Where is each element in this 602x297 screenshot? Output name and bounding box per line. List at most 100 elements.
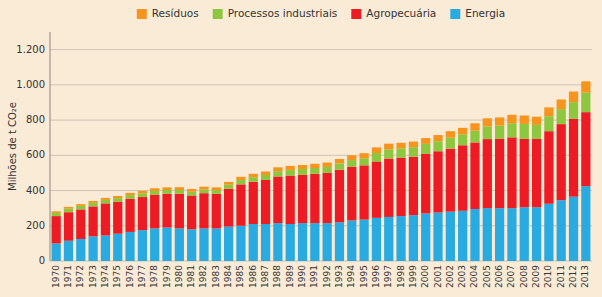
x-tick-label: 1999 [408,265,418,288]
bar-segment [175,228,184,261]
bar-segment [52,243,61,261]
bar-segment [224,182,233,185]
bar-segment [569,119,578,197]
y-tick-label: 600 [26,149,45,160]
bar-segment [212,187,221,190]
bar-segment [396,143,405,149]
bar-segment [52,213,61,216]
bar-segment [581,93,590,112]
bar-segment [101,198,110,200]
bar-segment [52,211,61,213]
bar-segment [113,202,122,234]
bar-segment [162,228,171,261]
bar-segment [557,124,566,200]
bar-segment [409,215,418,261]
bar-segment [138,230,147,261]
bar-segment [310,223,319,261]
y-tick-label: 1.200 [16,44,45,55]
y-axis: 02004006008001.0001.200 [16,32,50,266]
bar-segment [187,229,196,261]
bar-segment [569,92,578,103]
legend-item: Energia [450,7,505,19]
x-tick-label: 2004 [469,265,479,288]
x-tick-label: 2001 [433,265,443,288]
bar-segment [581,81,590,92]
x-tick-label: 2003 [457,265,467,288]
bar-segment [532,207,541,261]
bar-segment [187,189,196,192]
legend-swatch [137,9,147,19]
bar-segment [335,222,344,261]
x-tick-label: 1982 [198,265,208,288]
bar-segment [298,165,307,169]
bar-segment [52,216,61,243]
x-tick-label: 1997 [383,265,393,288]
legend-swatch [351,9,361,19]
background [0,0,602,297]
legend-label: Resíduos [152,7,199,19]
bar-segment [88,206,97,236]
bar-segment [495,139,504,208]
x-tick-label: 2008 [519,265,529,288]
bar-segment [125,195,134,199]
bar-segment [199,187,208,190]
grid [50,50,592,261]
x-tick-label: 2006 [494,265,504,288]
bar-segment [520,139,529,207]
bar-segment [150,191,159,195]
bar-segment [446,212,455,261]
bar-segment [569,197,578,261]
bar-segment [384,144,393,150]
bar-segment [495,208,504,261]
bar-segment [396,148,405,157]
bar-segment [557,109,566,124]
bar-segment [557,99,566,109]
bar-segment [261,172,270,176]
bar-segment [162,187,171,190]
bar-segment [64,241,73,261]
bar-segment [249,182,258,224]
bar-segment [520,207,529,261]
x-tick-label: 2002 [445,265,455,288]
bar-segment [347,167,356,221]
legend-item: Processos industriais [213,7,338,19]
bar-segment [323,223,332,261]
bar-segment [544,204,553,261]
x-tick-label: 1987 [260,265,270,288]
y-tick-label: 400 [26,185,45,196]
bar-segment [532,117,541,125]
x-axis: 1970197119721973197419751976197719781979… [51,265,591,288]
bar-segment [286,166,295,170]
legend-item: Resíduos [137,7,199,19]
bar-segment [446,131,455,138]
bar-segment [520,124,529,139]
bar-segment [483,208,492,261]
bar-segment [286,170,295,176]
bar-segment [421,213,430,261]
bar-segment [175,187,184,190]
grid-line [50,84,592,85]
bar-segment [470,209,479,261]
bar-segment [544,116,553,131]
bar-segment [88,236,97,261]
bar-segment [224,189,233,227]
bar-segment [433,135,442,141]
legend-item: Agropecuária [351,7,436,19]
bar-segment [372,153,381,161]
bar-segment [433,151,442,212]
bar-segment [224,185,233,189]
bar-segment [113,196,122,198]
bar-segment [446,149,455,212]
bar-segment [347,155,356,160]
bar-segment [347,220,356,261]
bar-segment [212,228,221,261]
bar-segment [372,218,381,261]
bar-segment [458,145,467,211]
legend-swatch [450,9,460,19]
x-tick-label: 1991 [309,265,319,288]
bar-segment [236,180,245,184]
bar-segment [323,167,332,173]
x-tick-label: 1973 [88,265,98,288]
bar-segment [421,154,430,214]
bar-segment [150,228,159,261]
